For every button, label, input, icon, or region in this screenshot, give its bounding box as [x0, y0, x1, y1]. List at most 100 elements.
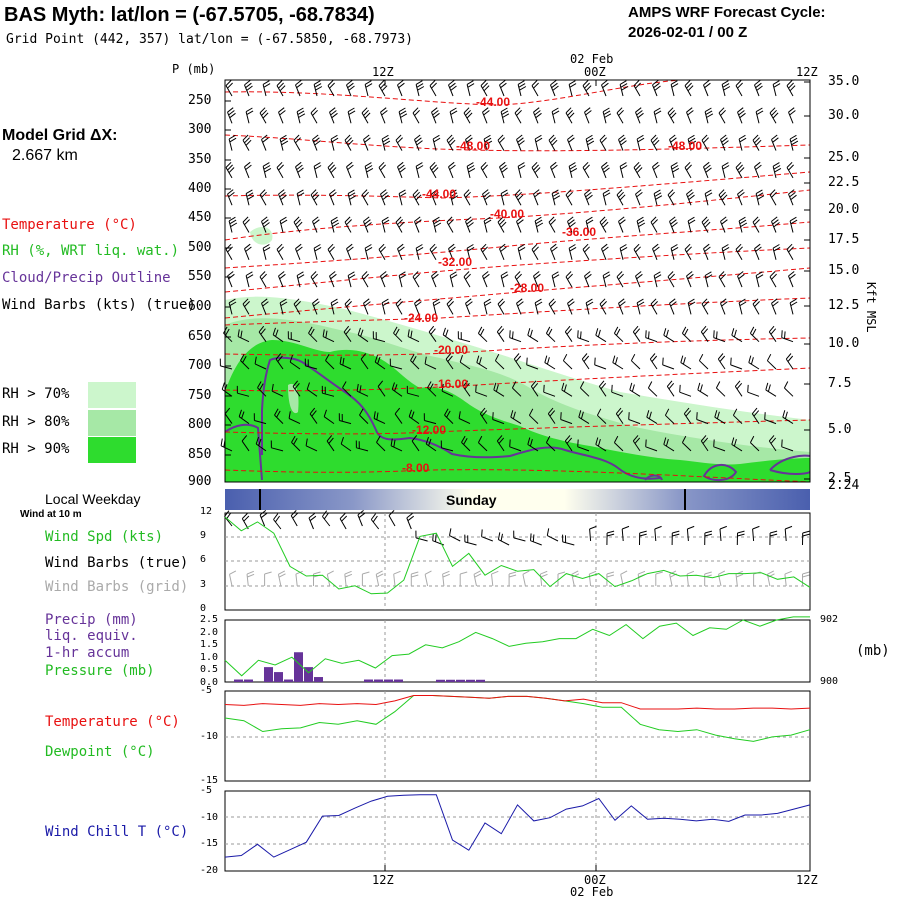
upper-wind-barb — [599, 298, 607, 315]
temp-panel-frame — [224, 690, 811, 782]
upper-wind-barb — [754, 161, 762, 179]
chill-tick-0: -5 — [200, 785, 213, 796]
legend-precip: Precip (mm) — [45, 612, 138, 628]
upper-wind-barb — [457, 331, 471, 343]
upper-wind-barb — [577, 439, 590, 452]
upper-wind-barb — [411, 435, 420, 452]
upper-wind-barb — [653, 271, 662, 288]
true-wind-barb — [290, 510, 299, 527]
wind-tick-3: 3 — [200, 578, 207, 590]
upper-wind-barb — [714, 410, 726, 425]
upper-wind-barb — [448, 80, 457, 97]
p-label-800: 800 — [188, 417, 212, 432]
upper-wind-barb — [279, 298, 288, 315]
upper-wind-barb — [446, 298, 454, 315]
model-grid-value: 2.667 km — [12, 147, 78, 164]
k-label-7: 12.5 — [828, 298, 860, 313]
upper-wind-barb — [448, 243, 456, 260]
grid-wind-barb — [375, 570, 384, 587]
upper-wind-barb — [378, 80, 388, 97]
time-ticks-bottom — [384, 865, 597, 871]
upper-wind-barb — [632, 435, 641, 452]
upper-wind-barb — [551, 271, 560, 288]
upper-wind-barb — [754, 80, 763, 97]
upper-wind-barb — [479, 407, 488, 424]
precip-tick-4: 0.5 — [200, 664, 219, 675]
grid-wind-barb — [753, 571, 761, 586]
upper-wind-barb — [596, 408, 607, 424]
true-wind-barb — [530, 533, 542, 546]
upper-wind-barb — [483, 298, 492, 315]
dewpoint-line — [224, 695, 811, 742]
upper-wind-barb — [330, 134, 339, 151]
upper-wind-barb — [270, 440, 284, 452]
upper-wind-barb — [272, 327, 284, 343]
upper-wind-barb — [296, 271, 305, 288]
upper-wind-barb — [293, 134, 301, 151]
isotherm-label: -24.00 — [404, 311, 438, 325]
isotherm-label: -36.00 — [562, 225, 596, 239]
p-label-300: 300 — [188, 122, 212, 137]
precip-bar — [304, 667, 313, 682]
upper-wind-barb — [346, 161, 354, 179]
upper-wind-barb — [527, 437, 539, 452]
upper-wind-barb — [613, 435, 624, 452]
upper-wind-barb — [509, 330, 522, 343]
upper-wind-barb — [278, 107, 286, 124]
upper-wind-barb — [276, 80, 286, 97]
upper-wind-barb — [310, 271, 318, 288]
precip-bars — [234, 652, 485, 682]
upper-wind-barb — [731, 437, 743, 452]
upper-wind-barb — [347, 189, 357, 206]
upper-wind-barb — [395, 134, 403, 151]
precip-panel-grid — [384, 620, 597, 682]
grid-wind-barb — [313, 571, 321, 586]
precip-bar — [466, 679, 475, 682]
upper-wind-barb — [769, 271, 777, 288]
upper-wind-barb — [466, 162, 476, 179]
upper-wind-barb — [786, 243, 794, 261]
k-label-4: 20.0 — [828, 202, 860, 217]
upper-wind-barb — [533, 189, 541, 206]
upper-wind-barb — [431, 271, 439, 288]
upper-wind-barb — [292, 380, 301, 397]
upper-wind-barb — [347, 107, 356, 124]
upper-wind-barb — [329, 107, 338, 124]
upper-wind-barb — [449, 189, 459, 206]
upper-wind-barb — [533, 271, 541, 288]
date-label-top: 02 Feb — [570, 52, 614, 66]
upper-wind-barb — [565, 271, 573, 288]
p-label-900: 900 — [188, 474, 212, 489]
upper-wind-barb — [531, 80, 539, 97]
upper-wind-barb — [510, 410, 522, 425]
upper-wind-barb — [697, 382, 709, 397]
upper-wind-barb — [772, 162, 782, 179]
precip-bar — [394, 679, 403, 682]
upper-panel-frame — [224, 79, 811, 483]
upper-wind-barb — [257, 381, 267, 397]
isotherm-36 — [225, 221, 810, 269]
true-wind-barb — [589, 525, 597, 542]
upper-wind-barb — [427, 381, 437, 397]
upper-wind-barb — [429, 80, 437, 97]
upper-wind-barb — [448, 161, 456, 179]
upper-wind-barb — [738, 216, 748, 233]
wind-at-label: Wind at 10 m — [20, 509, 82, 520]
true-wind-barb — [513, 530, 526, 542]
upper-wind-barb — [245, 107, 254, 124]
isotherm-label: -12.00 — [412, 423, 446, 437]
grid-wind-barb — [522, 570, 530, 587]
pressure-tick-bottom: 900 — [820, 676, 839, 687]
rh80-swatch — [88, 410, 136, 436]
true-wind-barb — [546, 528, 559, 542]
time-label-12z-top-right: 12Z — [796, 65, 818, 79]
upper-wind-barb — [425, 436, 437, 452]
legend-temperature-sfc: Temperature (°C) — [45, 714, 180, 730]
upper-wind-barb — [601, 80, 609, 97]
pressure-axis-ticks — [225, 100, 231, 483]
upper-wind-barb — [619, 162, 628, 179]
upper-wind-barb — [414, 134, 423, 151]
upper-wind-barb — [788, 271, 796, 288]
upper-wind-barb — [442, 327, 454, 343]
